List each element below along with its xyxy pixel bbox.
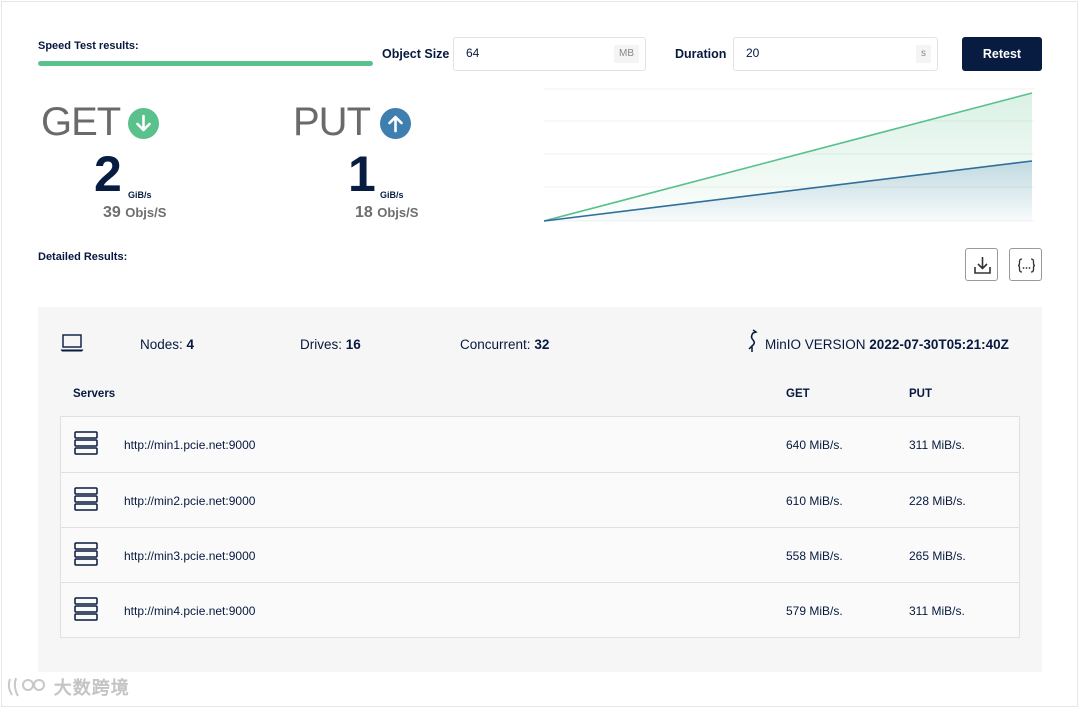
download-icon — [974, 257, 991, 274]
object-size-label: Object Size — [382, 47, 450, 61]
speed-test-progress-bar — [38, 61, 373, 66]
nodes-label: Nodes: — [140, 337, 183, 352]
version-value: 2022-07-30T05:21:40Z — [869, 337, 1009, 352]
get-series-line — [544, 92, 1033, 222]
watermark-text: 大数跨境 — [53, 678, 130, 699]
get-throughput-unit: GiB/s — [128, 190, 152, 200]
object-size-unit: MB — [614, 45, 639, 63]
server-get-rate: 610 MiB/s. — [786, 494, 843, 508]
servers-column-header: Servers — [73, 388, 116, 400]
drives-stat: Drives: 16 — [300, 337, 361, 352]
server-url: http://min4.pcie.net:9000 — [124, 604, 256, 618]
watermark: 大数跨境 — [6, 674, 130, 700]
watermark-logo-icon — [7, 677, 45, 697]
put-objs-value: 18 — [355, 204, 373, 221]
server-url: http://min2.pcie.net:9000 — [124, 494, 256, 508]
retest-button[interactable]: Retest — [962, 37, 1042, 71]
object-size-input[interactable] — [466, 46, 586, 60]
minio-version: MinIO VERSION 2022-07-30T05:21:40Z — [765, 337, 1009, 352]
servers-table: http://min1.pcie.net:9000 640 MiB/s. 311… — [60, 416, 1020, 638]
put-throughput-value: 1 — [348, 146, 376, 202]
server-get-rate: 579 MiB/s. — [786, 604, 843, 618]
download-button[interactable] — [965, 248, 998, 281]
server-url: http://min1.pcie.net:9000 — [124, 438, 256, 452]
get-throughput-value: 2 — [94, 146, 122, 202]
put-title: PUT — [293, 100, 371, 144]
drives-value: 16 — [345, 337, 361, 352]
server-put-rate: 311 MiB/s. — [909, 604, 965, 618]
drives-label: Drives: — [300, 337, 343, 352]
get-column-header: GET — [786, 388, 810, 400]
object-size-field[interactable]: MB — [453, 37, 646, 71]
put-objs-rate: 18 Objs/S — [355, 204, 418, 222]
minio-bird-icon — [748, 329, 758, 352]
view-json-button[interactable] — [1009, 248, 1042, 281]
results-panel: Nodes: 4 Drives: 16 Concurrent: 32 MinIO… — [38, 307, 1042, 672]
throughput-graph — [544, 88, 1034, 222]
json-braces-icon — [1017, 258, 1036, 273]
table-row: http://min1.pcie.net:9000 640 MiB/s. 311… — [61, 417, 1019, 472]
progress-fill — [38, 61, 373, 66]
concurrent-label: Concurrent: — [460, 337, 531, 352]
server-get-rate: 558 MiB/s. — [786, 549, 843, 563]
table-row: http://min3.pcie.net:9000 558 MiB/s. 265… — [61, 527, 1019, 582]
get-objs-rate: 39 Objs/S — [103, 204, 166, 222]
table-row: http://min4.pcie.net:9000 579 MiB/s. 311… — [61, 582, 1019, 637]
server-url: http://min3.pcie.net:9000 — [124, 549, 256, 563]
server-icon — [74, 487, 98, 511]
nodes-stat: Nodes: 4 — [140, 337, 194, 352]
nodes-value: 4 — [186, 337, 195, 352]
laptop-icon — [60, 334, 84, 352]
arrow-down-circle-icon — [128, 108, 159, 139]
speed-test-label: Speed Test results: — [38, 40, 139, 52]
duration-field[interactable]: s — [733, 37, 938, 71]
server-put-rate: 311 MiB/s. — [909, 438, 965, 452]
put-series-line — [544, 160, 1033, 222]
server-put-rate: 265 MiB/s. — [909, 549, 966, 563]
server-icon — [74, 431, 98, 455]
server-icon — [74, 597, 98, 621]
server-put-rate: 228 MiB/s. — [909, 494, 966, 508]
server-get-rate: 640 MiB/s. — [786, 438, 843, 452]
get-objs-value: 39 — [103, 204, 121, 221]
duration-unit: s — [916, 45, 931, 63]
table-row: http://min2.pcie.net:9000 610 MiB/s. 228… — [61, 472, 1019, 527]
concurrent-value: 32 — [534, 337, 550, 352]
version-label: MinIO VERSION — [765, 337, 866, 352]
get-title: GET — [41, 100, 121, 144]
concurrent-stat: Concurrent: 32 — [460, 337, 549, 352]
duration-input[interactable] — [746, 46, 866, 60]
put-objs-label: Objs/S — [377, 205, 419, 220]
put-throughput-unit: GiB/s — [380, 190, 404, 200]
get-objs-label: Objs/S — [125, 205, 167, 220]
arrow-up-circle-icon — [380, 108, 411, 139]
put-column-header: PUT — [909, 388, 932, 400]
duration-label: Duration — [675, 47, 727, 61]
detailed-results-label: Detailed Results: — [38, 251, 128, 263]
server-icon — [74, 542, 98, 566]
